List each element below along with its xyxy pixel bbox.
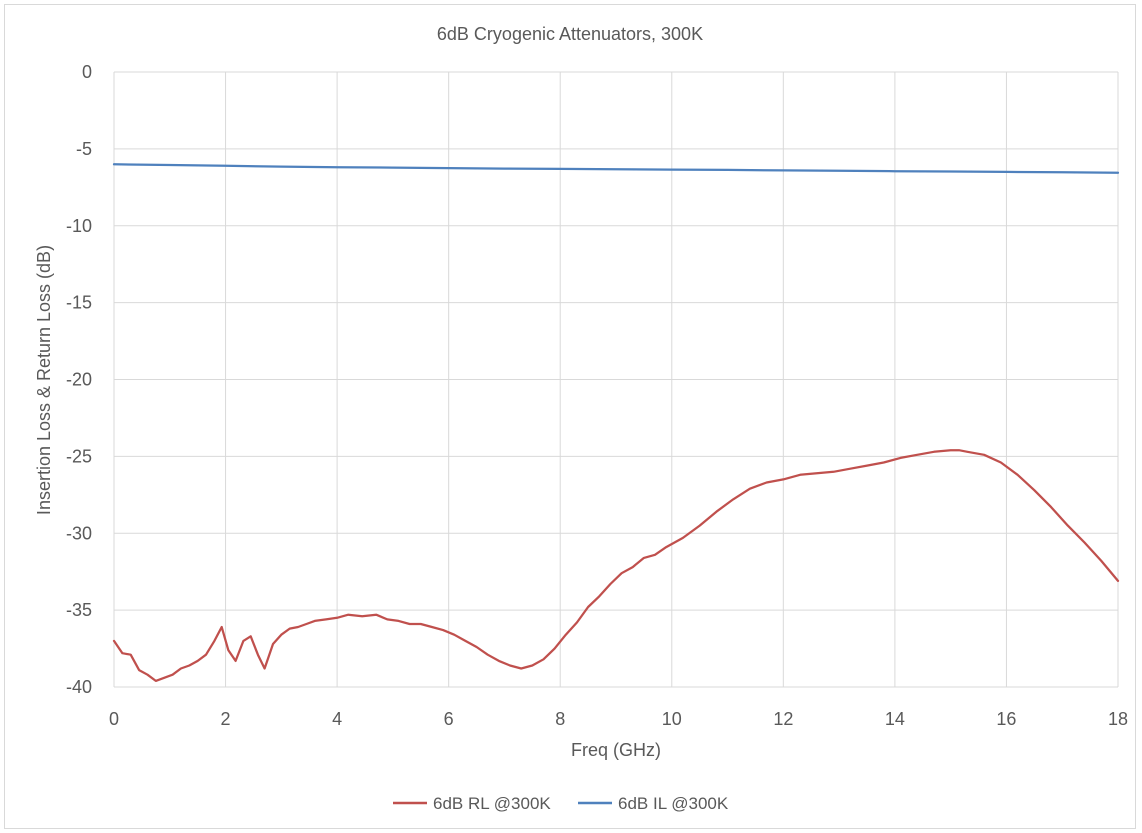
chart-frame	[4, 4, 1136, 829]
y-tick-label: -25	[66, 446, 92, 466]
legend-label-1: 6dB IL @300K	[618, 794, 729, 813]
y-tick-label: -10	[66, 216, 92, 236]
legend-label-0: 6dB RL @300K	[433, 794, 551, 813]
legend: 6dB RL @300K 6dB IL @300K	[393, 794, 729, 813]
x-tick-label: 14	[885, 709, 905, 729]
y-axis-label: Insertion Loss & Return Loss (dB)	[34, 245, 54, 515]
y-tick-label: -30	[66, 523, 92, 543]
x-tick-label: 0	[109, 709, 119, 729]
x-tick-label: 12	[773, 709, 793, 729]
y-tick-label: 0	[82, 62, 92, 82]
x-axis-label: Freq (GHz)	[571, 740, 661, 760]
x-tick-label: 16	[996, 709, 1016, 729]
x-tick-label: 2	[221, 709, 231, 729]
series-line-0	[112, 449, 1120, 683]
x-tick-label: 4	[332, 709, 342, 729]
y-tick-label: -15	[66, 293, 92, 313]
x-tick-label: 8	[555, 709, 565, 729]
x-tick-label: 6	[444, 709, 454, 729]
chart-title: 6dB Cryogenic Attenuators, 300K	[437, 24, 703, 44]
series-line-1	[112, 163, 1120, 174]
y-tick-label: -5	[76, 139, 92, 159]
x-tick-label: 10	[662, 709, 682, 729]
tick-labels: 0 -5 -10 -15 -20 -25 -30 -35 -40 0 2 4 6 8 10 12 14 16 18	[66, 62, 1128, 729]
gridlines	[113, 71, 1119, 688]
x-tick-label: 18	[1108, 709, 1128, 729]
y-tick-label: -35	[66, 600, 92, 620]
series-lines	[112, 163, 1120, 683]
y-tick-label: -40	[66, 677, 92, 697]
y-tick-label: -20	[66, 370, 92, 390]
